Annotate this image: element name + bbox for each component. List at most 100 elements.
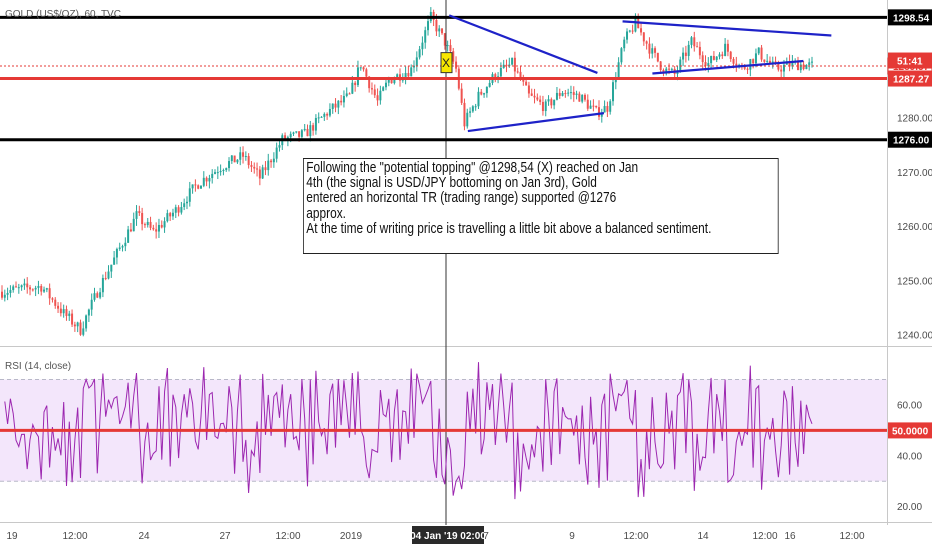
time-tick-label: 14 [697, 531, 709, 542]
candle-body [438, 28, 441, 32]
candle-body [110, 264, 113, 272]
price-tick-label: 1260.00 [897, 222, 932, 233]
candle-body [205, 177, 208, 182]
candle-body [631, 30, 634, 32]
price-label-box [888, 131, 932, 148]
candle-body [17, 287, 20, 289]
candle-body [390, 79, 393, 84]
candle-body [177, 207, 180, 213]
candle-body [533, 95, 536, 98]
candle-body [104, 277, 107, 279]
candle-body [645, 41, 648, 44]
candle-body [474, 106, 477, 108]
candle-body [247, 156, 250, 166]
time-tick-label: 12:00 [62, 531, 87, 542]
candle-body [199, 185, 202, 189]
candle-body [799, 64, 802, 71]
time-tick-label: 27 [219, 531, 231, 542]
candle-body [6, 292, 9, 295]
time-tick-label: 19 [6, 531, 18, 542]
time-tick-label: 7 [483, 531, 489, 542]
candle-body [155, 229, 158, 232]
candle-body [553, 99, 556, 106]
candle-body [805, 64, 808, 70]
candle-body [191, 184, 194, 189]
candle-body [609, 101, 612, 112]
candle-body [780, 69, 783, 72]
candle-body [208, 178, 211, 182]
candle-body [547, 99, 550, 102]
candle-body [589, 105, 592, 109]
candle-body [376, 95, 379, 101]
candle-body [530, 93, 533, 96]
candle-body [157, 224, 160, 232]
candle-body [595, 105, 598, 108]
candle-body [40, 285, 43, 292]
candle-body [340, 100, 343, 103]
candle-body [264, 167, 267, 171]
candle-body [746, 68, 749, 70]
candle-body [127, 229, 130, 243]
trend-line [622, 20, 832, 37]
time-tick-label: 12:00 [752, 531, 777, 542]
candle-body [421, 42, 424, 50]
candle-body [682, 52, 685, 60]
trend-line [448, 14, 598, 74]
candle-body [152, 227, 155, 230]
candle-body [138, 211, 141, 214]
candle-body [410, 67, 413, 77]
candle-body [665, 68, 668, 74]
candle-body [441, 28, 444, 34]
candle-body [15, 286, 18, 288]
candle-body [757, 47, 760, 54]
candle-body [272, 158, 275, 163]
candle-body [396, 74, 399, 80]
candle-body [326, 113, 329, 116]
candle-body [314, 117, 317, 131]
candle-body [539, 99, 542, 102]
candle-body [469, 111, 472, 113]
price-label-box [888, 9, 932, 26]
candle-body [536, 97, 539, 100]
candle-body [1, 291, 3, 298]
candle-body [211, 173, 214, 179]
candle-body [300, 130, 303, 137]
candle-body [312, 125, 315, 131]
candle-body [73, 324, 76, 327]
candle-body [239, 152, 242, 160]
candle-body [581, 94, 584, 102]
candle-body [505, 64, 508, 66]
candle-body [51, 298, 54, 300]
candle-body [141, 213, 144, 225]
candle-body [31, 289, 34, 291]
candle-body [26, 283, 29, 288]
candle-body [85, 315, 88, 329]
rsi-tick-label: 20.00 [897, 502, 922, 513]
countdown-box [888, 52, 932, 69]
candle-body [707, 63, 710, 66]
candle-body [261, 167, 264, 179]
candle-body [656, 52, 659, 62]
candle-body [197, 185, 200, 189]
rsi-level-box [888, 422, 932, 439]
candle-body [71, 313, 74, 325]
candle-body [236, 159, 239, 163]
candle-body [628, 30, 631, 32]
countdown-label: 51:41 [897, 57, 923, 68]
candle-body [508, 64, 511, 66]
candle-body [284, 135, 287, 140]
candle-body [59, 308, 62, 314]
analysis-annotation: Following the "potential topping" @1298,… [303, 158, 779, 254]
candle-body [614, 78, 617, 83]
candle-body [427, 21, 430, 31]
candle-body [267, 160, 270, 171]
candle-body [365, 69, 368, 77]
candle-body [373, 89, 376, 96]
candle-body [578, 93, 581, 102]
price-label: 1298.54 [893, 13, 930, 24]
candle-body [455, 61, 458, 69]
candle-body [600, 112, 603, 117]
candle-body [99, 292, 102, 298]
candle-body [488, 82, 491, 87]
candle-body [648, 43, 651, 54]
